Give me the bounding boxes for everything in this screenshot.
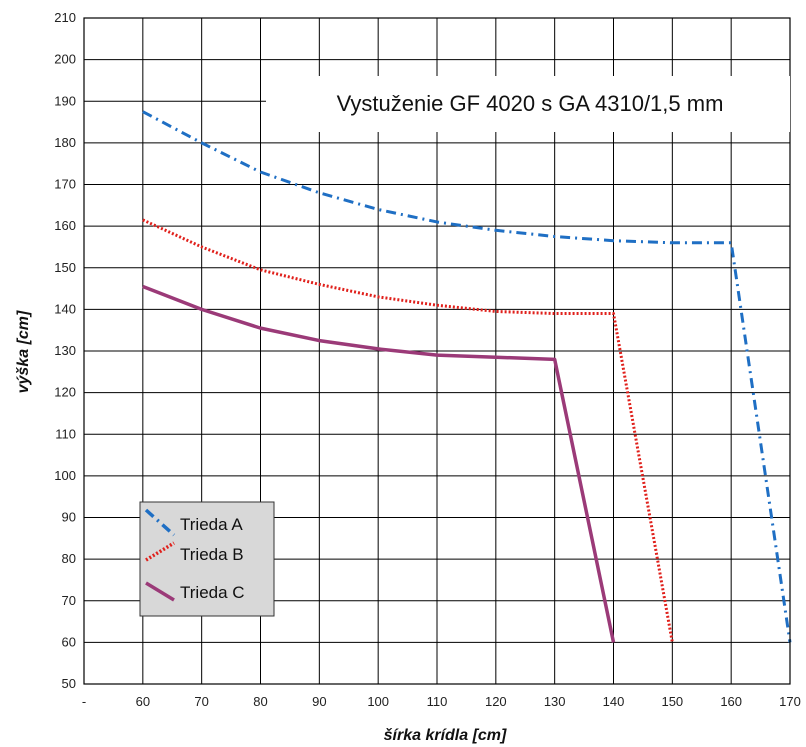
y-tick-labels: 50 60 70 80 90 100 110 120 130 140 150 160 170 180 190… (54, 10, 76, 691)
x-tick-label: 150 (661, 694, 683, 709)
y-tick-label: 90 (62, 510, 76, 525)
legend-swatch-trieda-a (144, 508, 176, 537)
series-line-trieda-c (142, 284, 616, 643)
y-tick-label: 70 (62, 593, 76, 608)
y-tick-label: 100 (54, 468, 76, 483)
x-tick-label: 120 (485, 694, 507, 709)
x-tick-label: 60 (136, 694, 150, 709)
y-tick-label: 50 (62, 676, 76, 691)
x-tick-label: - (82, 694, 86, 709)
y-tick-label: 170 (54, 177, 76, 192)
plot-border (83, 17, 791, 685)
y-tick-label: 130 (54, 343, 76, 358)
x-tick-label: 160 (720, 694, 742, 709)
y-tick-label: 200 (54, 52, 76, 67)
x-axis-title: šírka krídla [cm] (384, 727, 507, 744)
y-tick-label: 190 (54, 93, 76, 108)
x-tick-label: 170 (779, 694, 801, 709)
title-box (266, 76, 790, 132)
y-tick-label: 210 (54, 10, 76, 25)
x-tick-label: 140 (603, 694, 625, 709)
x-tick-label: 90 (312, 694, 326, 709)
x-tick-label: 100 (367, 694, 389, 709)
legend-swatch-trieda-c (145, 581, 175, 602)
series-line-trieda-a (142, 110, 792, 643)
x-tick-label: 130 (544, 694, 566, 709)
legend-label-trieda-b: Trieda B (180, 545, 244, 564)
legend-box (139, 501, 275, 617)
x-tick-label: 80 (253, 694, 267, 709)
y-tick-label: 120 (54, 385, 76, 400)
y-tick-label: 150 (54, 260, 76, 275)
series-line-trieda-b (142, 218, 674, 643)
legend-label-trieda-a: Trieda A (180, 515, 243, 534)
y-tick-label: 140 (54, 301, 76, 316)
y-tick-label: 60 (62, 634, 76, 649)
x-tick-labels: - 60 70 80 90 100 110 120 130 140 150 160 170 (82, 694, 801, 709)
legend: Trieda A Trieda B Trieda C (139, 501, 275, 617)
legend-label-trieda-c: Trieda C (180, 583, 245, 602)
y-tick-label: 110 (55, 426, 76, 441)
chart-title: Vystuženie GF 4020 s GA 4310/1,5 mm (337, 91, 724, 116)
y-tick-label: 80 (62, 551, 76, 566)
y-axis-title: výška [cm] (15, 310, 32, 393)
x-tick-label: 110 (427, 694, 448, 709)
x-tick-label: 70 (194, 694, 208, 709)
legend-swatch-trieda-b (145, 541, 175, 562)
series-group (142, 110, 792, 643)
y-tick-label: 180 (54, 135, 76, 150)
y-tick-label: 160 (54, 218, 76, 233)
